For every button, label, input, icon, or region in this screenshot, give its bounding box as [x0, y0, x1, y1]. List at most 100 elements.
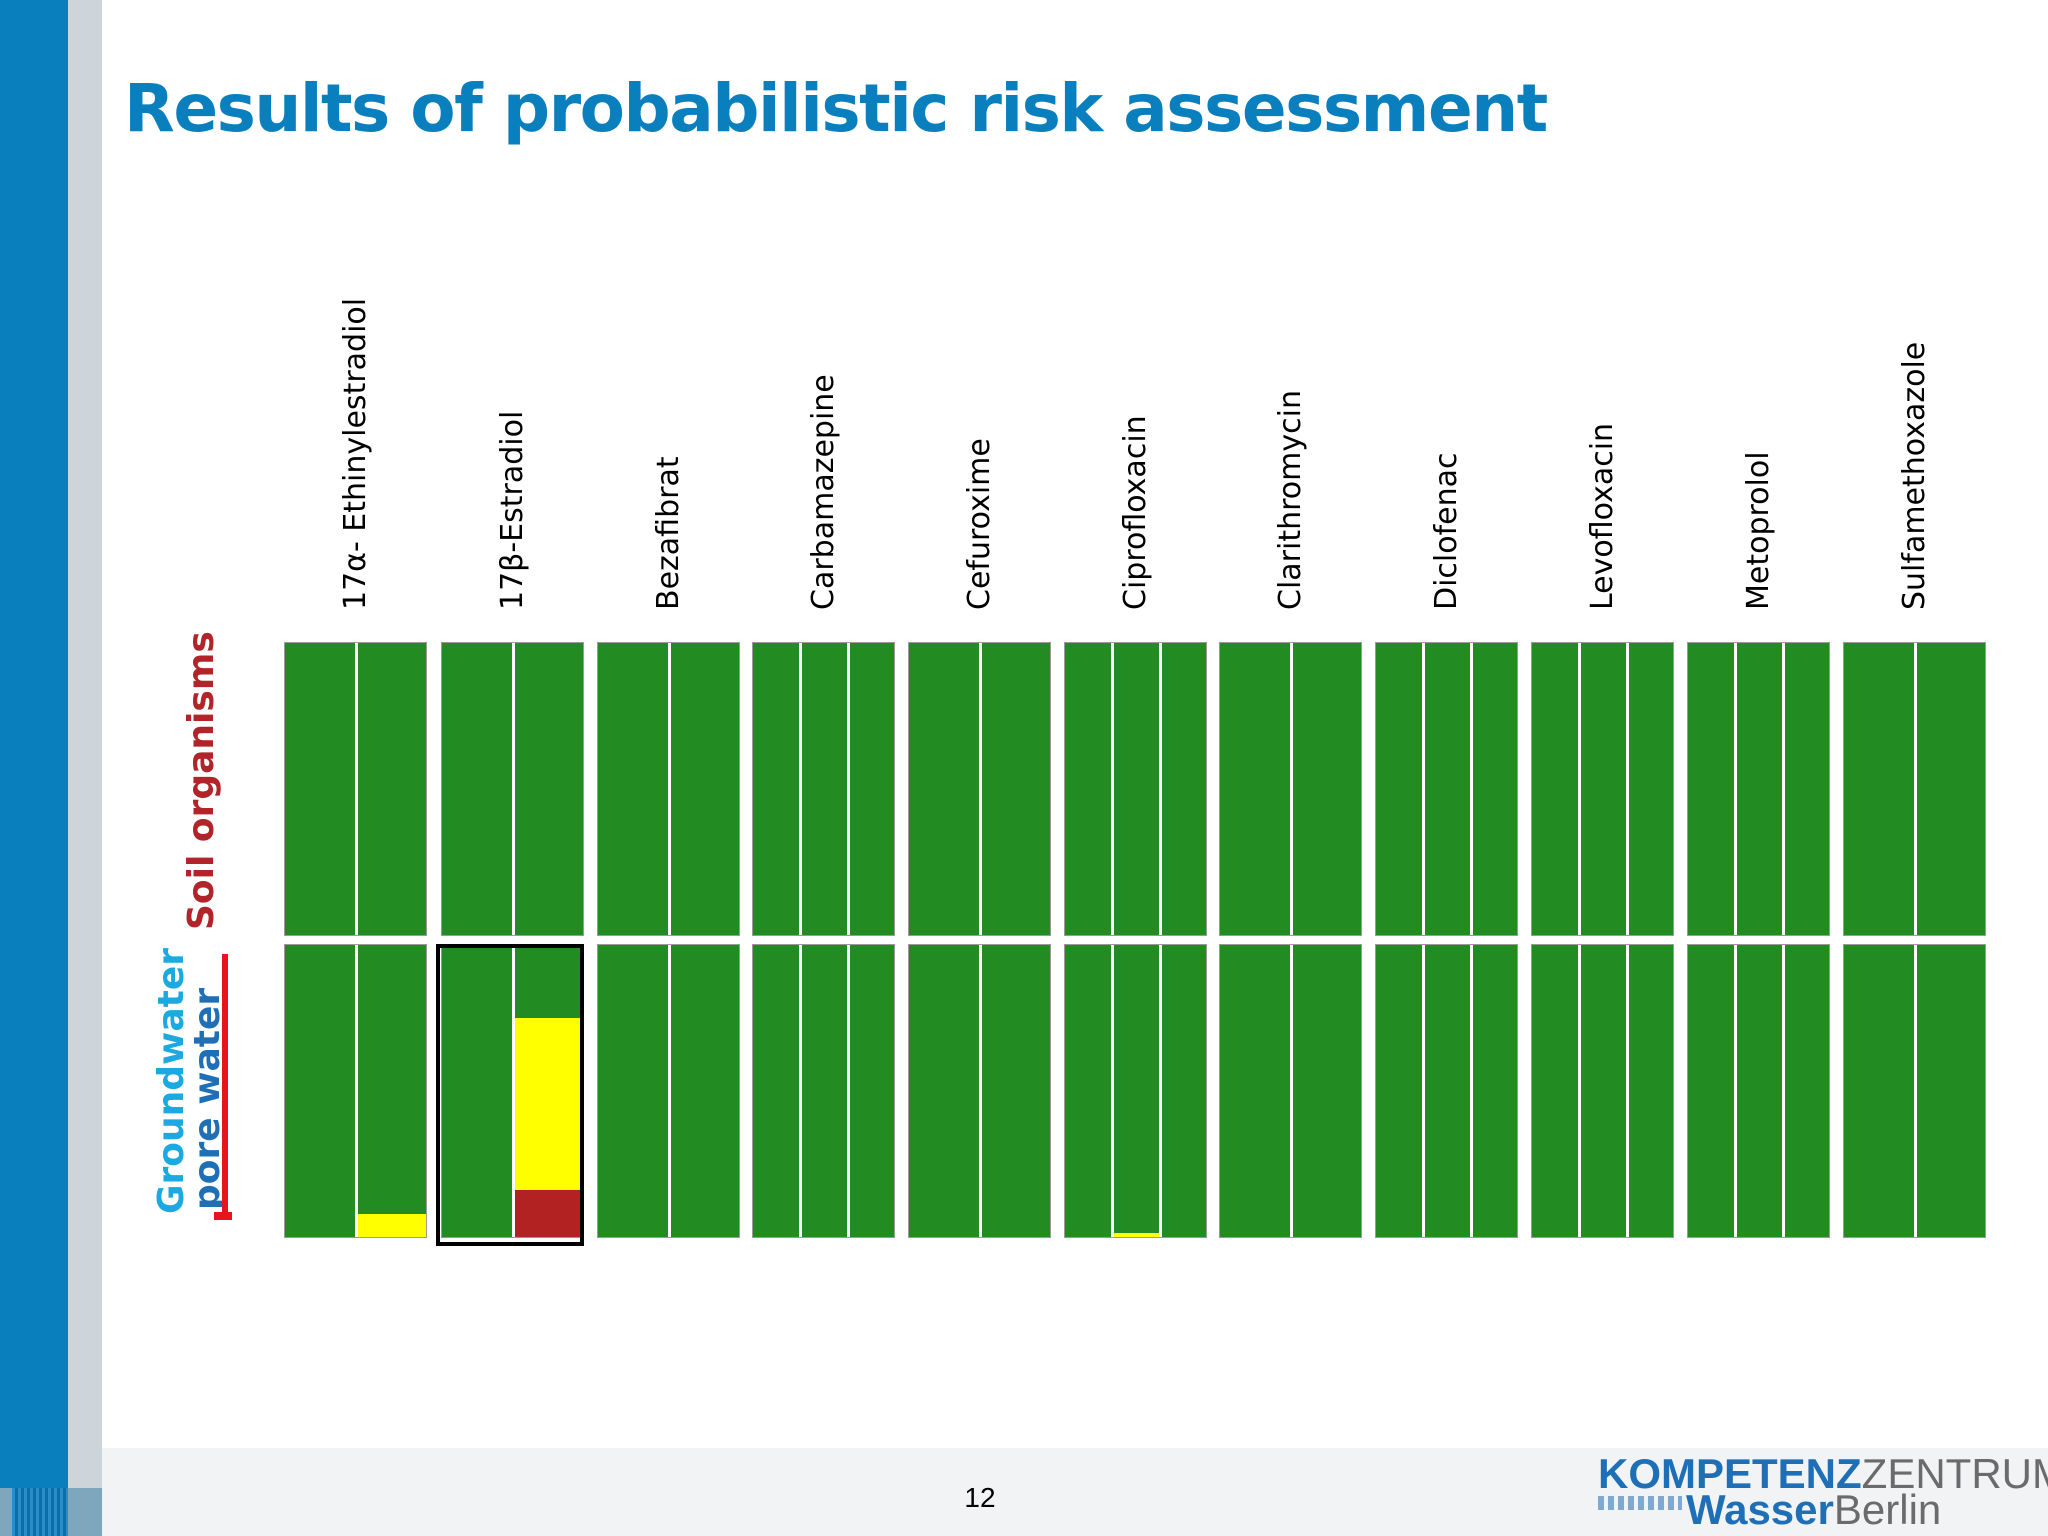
column-label-levofloxacin: Levofloxacin [1584, 422, 1620, 610]
soil-stripe-clarithromycin-1 [1220, 643, 1292, 935]
risk-segment [1423, 945, 1472, 1237]
stripe-divider [799, 945, 803, 1237]
stripe-divider [1578, 643, 1582, 935]
stripe-divider [1625, 643, 1629, 935]
soil-stripe-ciprofloxacin-3 [1160, 643, 1206, 935]
risk-segment [1844, 945, 1916, 1237]
risk-segment [1160, 643, 1206, 935]
groundwater-block-levofloxacin [1531, 944, 1674, 1238]
soil-stripe-ciprofloxacin-1 [1065, 643, 1113, 935]
stripe-divider [1734, 945, 1738, 1237]
groundwater-stripe-ciprofloxacin-1 [1065, 945, 1113, 1237]
risk-segment [1735, 945, 1784, 1237]
risk-segment [1915, 945, 1985, 1237]
column-label-17-estradiol: 17β-Estradiol [494, 410, 530, 610]
soil-stripe-17-estradiol-1 [442, 643, 514, 935]
risk-segment [848, 945, 894, 1237]
soil-stripe-metoprolol-3 [1783, 643, 1829, 935]
risk-segment [1160, 945, 1206, 1237]
column-label-diclofenac: Diclofenac [1428, 452, 1464, 610]
footer-band [102, 1448, 2048, 1536]
groundwater-stripe-carbamazepine-3 [848, 945, 894, 1237]
stripe-divider [1111, 643, 1115, 935]
column-label-17-ethinylestradiol: 17α- Ethinylestradiol [337, 297, 373, 610]
risk-segment [1376, 643, 1424, 935]
stripe-divider [1469, 643, 1473, 935]
risk-segment [800, 945, 849, 1237]
stripe-divider [799, 643, 803, 935]
risk-segment [356, 643, 426, 935]
stripe-divider [1158, 945, 1162, 1237]
risk-segment [1471, 643, 1517, 935]
soil-block-diclofenac [1375, 642, 1518, 936]
soil-stripe-levofloxacin-2 [1579, 643, 1628, 935]
groundwater-stripe-ciprofloxacin-2 [1112, 945, 1161, 1237]
risk-segment [1532, 945, 1580, 1237]
groundwater-stripe-diclofenac-1 [1376, 945, 1424, 1237]
column-label-sulfamethoxazole: Sulfamethoxazole [1896, 341, 1932, 610]
kompetenzzentrum-logo: KOMPETENZZENTRUM WasserBerlin [1598, 1452, 2048, 1532]
soil-block-17-ethinylestradiol [284, 642, 427, 936]
logo-dots [1598, 1496, 1682, 1510]
groundwater-stripe-diclofenac-2 [1423, 945, 1472, 1237]
groundwater-stripe-carbamazepine-1 [753, 945, 801, 1237]
risk-segment [1220, 643, 1292, 935]
risk-segment [753, 945, 801, 1237]
soil-block-bezafibrat [597, 642, 740, 936]
risk-segment [598, 945, 670, 1237]
risk-segment [1065, 643, 1113, 935]
soil-stripe-17-estradiol-2 [513, 643, 583, 935]
soil-stripe-sulfamethoxazole-2 [1915, 643, 1985, 935]
risk-segment [1112, 945, 1161, 1233]
groundwater-stripe-metoprolol-2 [1735, 945, 1784, 1237]
soil-block-carbamazepine [752, 642, 895, 936]
risk-segment [1783, 945, 1829, 1237]
risk-segment [513, 1018, 583, 1191]
groundwater-block-diclofenac [1375, 944, 1518, 1238]
soil-stripe-bezafibrat-1 [598, 643, 670, 935]
risk-segment [669, 643, 739, 935]
side-bar-grey [68, 0, 102, 1536]
groundwater-stripe-17-ethinylestradiol-2 [356, 945, 426, 1237]
groundwater-stripe-17-estradiol-2 [513, 945, 583, 1237]
logo-word-wasser: Wasser [1686, 1486, 1834, 1533]
risk-segment [1688, 945, 1736, 1237]
groundwater-block-17-estradiol [441, 944, 584, 1238]
soil-block-17-estradiol [441, 642, 584, 936]
risk-segment [442, 945, 514, 1237]
risk-segment [1065, 945, 1113, 1237]
stripe-divider [1111, 945, 1115, 1237]
stripe-divider [1578, 945, 1582, 1237]
groundwater-block-sulfamethoxazole [1843, 944, 1986, 1238]
risk-segment [980, 945, 1050, 1237]
soil-stripe-cefuroxime-1 [909, 643, 981, 935]
risk-segment [1735, 643, 1784, 935]
soil-stripe-carbamazepine-3 [848, 643, 894, 935]
groundwater-stripe-metoprolol-1 [1688, 945, 1736, 1237]
stripe-divider [846, 643, 850, 935]
stripe-divider [1290, 945, 1293, 1237]
stripe-divider [355, 945, 358, 1237]
risk-segment [598, 643, 670, 935]
groundwater-block-carbamazepine [752, 944, 895, 1238]
stripe-divider [979, 643, 982, 935]
stripe-divider [1422, 945, 1426, 1237]
stripe-divider [668, 945, 671, 1237]
risk-segment [1220, 945, 1292, 1237]
risk-segment [669, 945, 739, 1237]
stripe-divider [1422, 643, 1426, 935]
risk-segment [848, 643, 894, 935]
risk-segment [1112, 643, 1161, 935]
stripe-divider [1469, 945, 1473, 1237]
soil-stripe-bezafibrat-2 [669, 643, 739, 935]
slide-title: Results of probabilistic risk assessment [124, 70, 1548, 147]
soil-stripe-diclofenac-3 [1471, 643, 1517, 935]
risk-segment [1112, 1232, 1161, 1237]
stripe-divider [1734, 643, 1738, 935]
stripe-divider [1158, 643, 1162, 935]
risk-segment [909, 643, 981, 935]
page-number: 12 [964, 1482, 996, 1513]
risk-segment [1532, 643, 1580, 935]
groundwater-stripe-metoprolol-3 [1783, 945, 1829, 1237]
soil-stripe-diclofenac-2 [1423, 643, 1472, 935]
